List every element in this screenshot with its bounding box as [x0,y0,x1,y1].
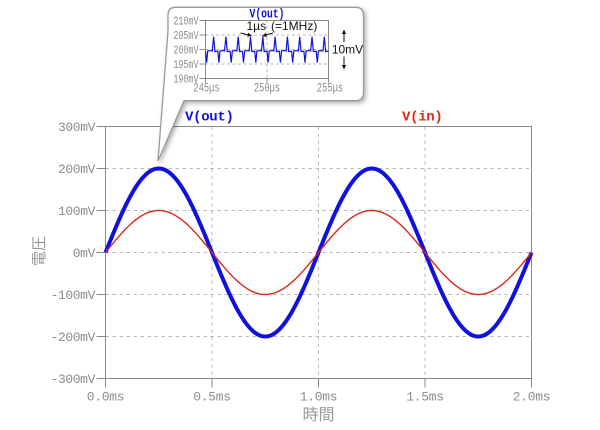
svg-text:195mV: 195mV [173,59,199,73]
svg-text:255µs: 255µs [317,82,343,96]
svg-text:-200mV: -200mV [51,330,96,345]
svg-text:245µs: 245µs [193,82,219,96]
svg-text:電圧: 電圧 [31,236,48,266]
svg-text:1µs: 1µs [247,19,267,33]
svg-text:(=1MHz): (=1MHz) [271,19,317,33]
svg-text:300mV: 300mV [58,120,96,135]
svg-text:0.5ms: 0.5ms [193,390,231,405]
svg-text:10mV: 10mV [332,43,363,57]
svg-text:1.0ms: 1.0ms [300,390,338,405]
svg-text:200mV: 200mV [58,162,96,177]
svg-text:205mV: 205mV [173,30,199,44]
svg-text:200mV: 200mV [173,44,199,58]
svg-text:190mV: 190mV [173,73,199,87]
svg-text:2.0ms: 2.0ms [513,390,551,405]
svg-text:100mV: 100mV [58,204,96,219]
svg-text:0mV: 0mV [73,246,96,261]
svg-text:V(out): V(out) [249,9,284,22]
svg-text:210mV: 210mV [173,15,199,29]
svg-text:250µs: 250µs [254,82,280,96]
svg-text:V(out): V(out) [185,110,234,126]
svg-text:1.5ms: 1.5ms [406,390,444,405]
svg-text:0.0ms: 0.0ms [87,390,125,405]
svg-text:V(in): V(in) [402,110,443,126]
svg-text:-300mV: -300mV [51,372,96,387]
svg-text:-100mV: -100mV [51,288,96,303]
svg-text:時間: 時間 [302,406,334,424]
